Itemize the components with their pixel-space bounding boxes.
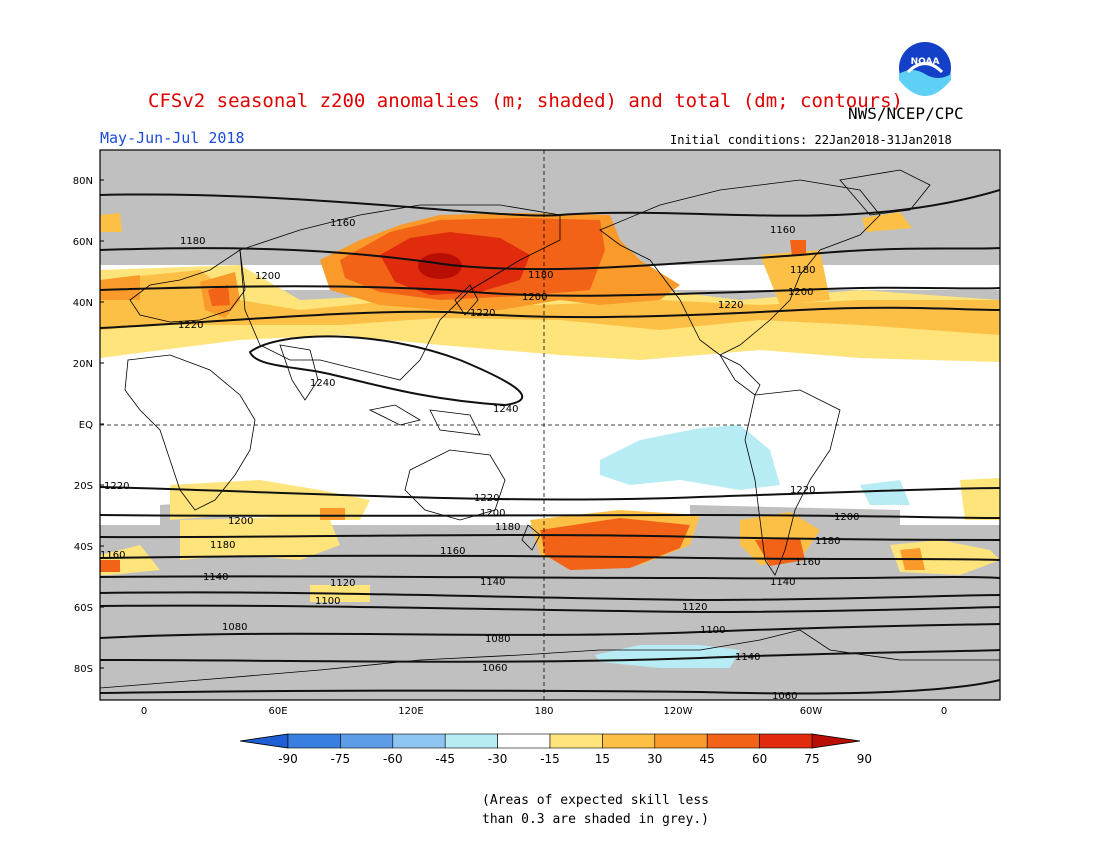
longitude-axis: 0 60E 120E 180 120W 60W 0 — [141, 706, 947, 717]
colorbar-tick-label: -60 — [383, 752, 403, 766]
contour-label: 1240 — [310, 378, 335, 389]
colorbar-cell — [287, 733, 341, 749]
figure-title: CFSv2 seasonal z200 anomalies (m; shaded… — [148, 90, 903, 112]
contour-label: 1080 — [222, 622, 247, 633]
coastlines — [100, 169, 1000, 689]
contour-label: 1180 — [180, 236, 205, 247]
colorbar-tick-label: 90 — [857, 752, 872, 766]
contour-label: 1180 — [528, 270, 553, 281]
positive-anomaly-shading — [100, 212, 1000, 602]
contour-label: 1180 — [815, 536, 840, 547]
lon-label: 60E — [268, 706, 287, 717]
colorbar-tick-label: -30 — [488, 752, 508, 766]
contour-label: 1220 — [790, 485, 815, 496]
colorbar-cell — [602, 733, 656, 749]
colorbar-tick-label: 30 — [647, 752, 662, 766]
colorbar-cell — [497, 733, 551, 749]
contour-label: 1180 — [210, 540, 235, 551]
contour-label: 1240 — [493, 404, 518, 415]
skill-note-line-1: (Areas of expected skill less — [482, 793, 709, 808]
colorbar-left-arrow — [239, 733, 289, 749]
contour-label: 1100 — [700, 625, 725, 636]
lat-label: 80N — [73, 176, 93, 187]
colorbar: -90 -75 -60 -45 -30 -15 15 30 45 60 75 90 — [239, 733, 872, 766]
lat-label: 40N — [73, 298, 93, 309]
colorbar-tick-label: -75 — [331, 752, 351, 766]
colorbar-cell — [549, 733, 603, 749]
negative-anomaly-shading — [595, 425, 910, 668]
contour-label: 1200 — [255, 271, 280, 282]
colorbar-cells — [287, 733, 813, 749]
plot-frame — [99, 149, 1001, 701]
contour-label: 1060 — [482, 663, 507, 674]
contour-label: 1100 — [315, 596, 340, 607]
latitude-ticks — [100, 179, 104, 669]
contour-label: 1160 — [440, 546, 465, 557]
contour-label: 1220 — [178, 320, 203, 331]
season-label: May-Jun-Jul 2018 — [100, 129, 245, 147]
lat-label: EQ — [79, 420, 93, 431]
contour-label: 1160 — [100, 550, 125, 561]
contour-label: 1220 — [474, 493, 499, 504]
contour-label: 1120 — [682, 602, 707, 613]
colorbar-tick-label: -45 — [435, 752, 455, 766]
contour-label: 1080 — [485, 634, 510, 645]
colorbar-tick-label: 15 — [595, 752, 610, 766]
contour-label: 1140 — [203, 572, 228, 583]
latitude-axis: 80N 60N 40N 20N EQ 20S 40S 60S 80S — [73, 176, 93, 675]
skill-note-line-2: than 0.3 are shaded in grey.) — [482, 812, 709, 827]
lat-label: 60S — [74, 603, 93, 614]
contour-label: 1220 — [104, 481, 129, 492]
contour-label: 1160 — [770, 225, 795, 236]
lat-label: 40S — [74, 542, 93, 553]
lon-label: 120W — [664, 706, 693, 717]
initial-conditions-label: Initial conditions: 22Jan2018-31Jan2018 — [670, 133, 952, 147]
lon-label: 180 — [534, 706, 553, 717]
colorbar-tick-label: 45 — [700, 752, 715, 766]
contour-label: 1160 — [330, 218, 355, 229]
colorbar-tick-label: 60 — [752, 752, 767, 766]
contour-label: 1120 — [330, 578, 355, 589]
lat-label: 60N — [73, 237, 93, 248]
colorbar-cell — [444, 733, 498, 749]
colorbar-tick-label: -15 — [540, 752, 560, 766]
lat-label: 20S — [74, 481, 93, 492]
noaa-logo-text: NOAA — [911, 57, 940, 67]
contour-label: 1200 — [788, 287, 813, 298]
contour-label: 1200 — [834, 512, 859, 523]
lon-label: 0 — [141, 706, 147, 717]
lon-label: 0 — [941, 706, 947, 717]
contour-label: 1140 — [480, 577, 505, 588]
noaa-logo: NOAA — [895, 38, 955, 98]
height-contours — [100, 189, 1000, 695]
shaded-fields: 1160 1180 1200 1220 1240 1240 1180 1200 … — [100, 150, 1000, 702]
contour-label-layer: 1160 1180 1200 1220 1240 1240 1180 1200 … — [100, 218, 859, 702]
agency-label: NWS/NCEP/CPC — [848, 104, 964, 123]
contour-label: 1140 — [735, 652, 760, 663]
colorbar-right-arrow — [811, 733, 861, 749]
contour-label: 1220 — [470, 308, 495, 319]
colorbar-cell — [340, 733, 394, 749]
contour-label: 1060 — [772, 691, 797, 702]
colorbar-cell — [759, 733, 813, 749]
colorbar-tick-label: -90 — [278, 752, 298, 766]
colorbar-tick-label: 75 — [804, 752, 819, 766]
contour-label: 1220 — [718, 300, 743, 311]
lon-label: 120E — [398, 706, 423, 717]
lat-label: 80S — [74, 664, 93, 675]
lat-label: 20N — [73, 359, 93, 370]
contour-label: 1180 — [495, 522, 520, 533]
contour-label: 1200 — [228, 516, 253, 527]
lon-label: 60W — [800, 706, 823, 717]
contour-label: 1200 — [480, 508, 505, 519]
contour-label: 1180 — [790, 265, 815, 276]
contour-label: 1200 — [522, 292, 547, 303]
colorbar-cell — [654, 733, 708, 749]
colorbar-tick-labels: -90 -75 -60 -45 -30 -15 15 30 45 60 75 90 — [278, 752, 872, 766]
colorbar-cell — [392, 733, 446, 749]
colorbar-cell — [706, 733, 760, 749]
contour-label: 1140 — [770, 577, 795, 588]
contour-label: 1160 — [795, 557, 820, 568]
